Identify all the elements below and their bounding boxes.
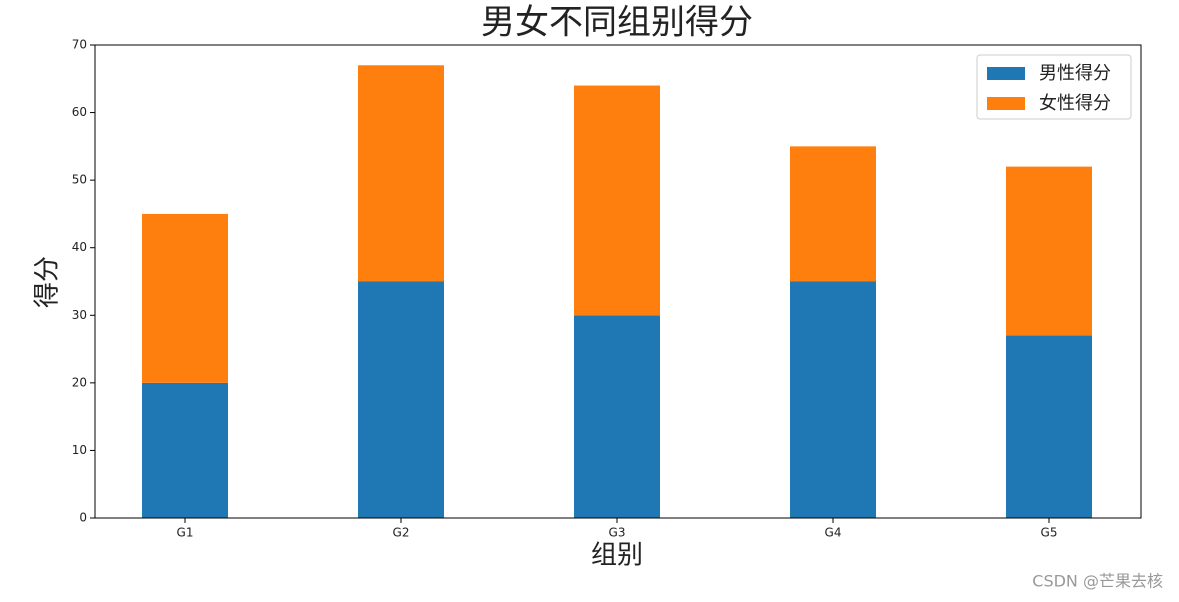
x-tick-label: G5 <box>1041 526 1058 540</box>
legend-label: 女性得分 <box>1039 93 1111 114</box>
chart-title: 男女不同组别得分 <box>481 3 753 43</box>
bar <box>574 315 660 518</box>
plot-frame <box>94 44 1142 519</box>
bar <box>790 281 876 518</box>
x-tick-label: G4 <box>825 526 842 540</box>
bar <box>790 146 876 282</box>
x-axis-label: 组别 <box>591 541 643 571</box>
y-tick-label: 60 <box>72 105 87 119</box>
y-tick-label: 20 <box>72 375 87 389</box>
legend-swatch <box>987 97 1025 110</box>
y-tick-label: 40 <box>72 240 87 254</box>
bar <box>358 281 444 518</box>
bar <box>1006 166 1092 336</box>
bar <box>142 382 228 518</box>
bar <box>574 85 660 316</box>
y-tick-label: 70 <box>72 38 87 52</box>
bar <box>1006 335 1092 518</box>
bar <box>142 213 228 383</box>
y-tick-label: 30 <box>72 308 87 322</box>
x-tick-label: G1 <box>177 526 194 540</box>
x-tick-label: G2 <box>393 526 410 540</box>
y-tick-label: 10 <box>72 443 87 457</box>
x-tick-label: G3 <box>609 526 626 540</box>
bar <box>358 65 444 282</box>
legend-swatch <box>987 67 1025 80</box>
y-axis-label: 得分 <box>33 256 63 308</box>
watermark: CSDN @芒果去核 <box>1032 572 1163 591</box>
y-tick-label: 50 <box>72 173 87 187</box>
legend-label: 男性得分 <box>1039 63 1111 84</box>
y-tick-label: 0 <box>79 511 87 525</box>
